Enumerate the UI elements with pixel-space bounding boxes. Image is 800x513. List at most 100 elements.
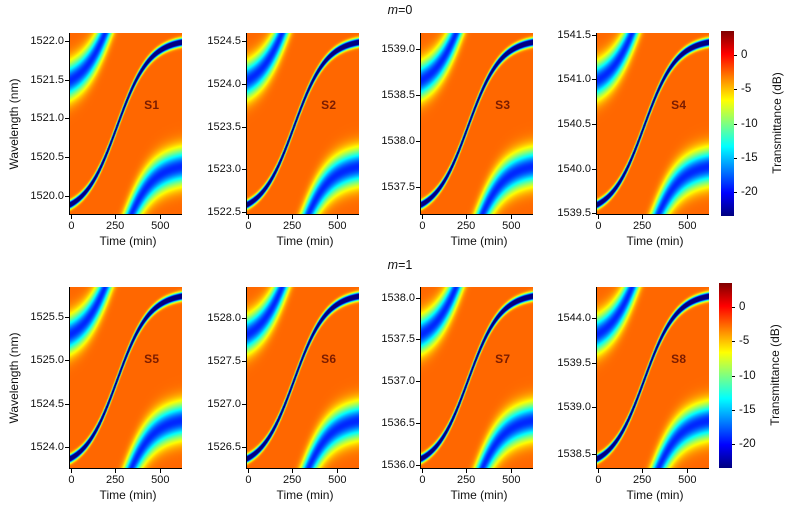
x-axis-label-s8: Time (min) — [626, 488, 684, 502]
heatmap-s7 — [421, 287, 533, 468]
x-tick-label-s3: 500 — [502, 220, 521, 232]
y-tick-mark-s1 — [65, 40, 70, 42]
y-tick-mark-s5 — [65, 316, 70, 318]
heatmap-s8 — [597, 287, 709, 468]
x-tick-mark-s7 — [511, 469, 513, 473]
y-tick-mark-s8 — [592, 454, 597, 456]
y-tick-mark-s8 — [592, 362, 597, 364]
panel-label-s7: S7 — [495, 352, 511, 367]
y-tick-mark-s4 — [592, 213, 597, 215]
y-tick-mark-s8 — [592, 317, 597, 319]
x-tick-label-s4: 0 — [595, 220, 602, 232]
x-tick-mark-s3 — [511, 215, 513, 219]
y-tick-label-s3: 1538.0 — [381, 135, 415, 148]
y-tick-mark-s2 — [242, 83, 247, 85]
colorbar-tick-mark-row1 — [734, 123, 737, 125]
heatmap-s4 — [597, 33, 709, 214]
panel-label-s3: S3 — [495, 98, 511, 113]
colorbar-tick-mark-row1 — [734, 191, 737, 193]
panel-s1 — [69, 33, 182, 215]
y-tick-label-s6: 1528.0 — [207, 311, 241, 324]
y-tick-mark-s8 — [592, 407, 597, 409]
y-tick-mark-s7 — [416, 422, 421, 424]
x-tick-label-s1: 0 — [68, 220, 75, 232]
y-tick-label-s8: 1539.5 — [557, 356, 591, 369]
y-tick-label-s4: 1541.5 — [557, 28, 591, 41]
x-axis-label-s4: Time (min) — [626, 234, 684, 248]
y-tick-label-s4: 1541.0 — [557, 73, 591, 86]
x-tick-label-s4: 250 — [632, 220, 652, 232]
x-tick-label-s2: 500 — [328, 220, 347, 232]
y-tick-label-s2: 1522.5 — [207, 206, 241, 219]
x-axis-label-s2: Time (min) — [276, 234, 334, 248]
colorbar-tick-mark-row2 — [732, 443, 735, 445]
y-tick-mark-s2 — [242, 169, 247, 171]
colorbar-tick-label-row2: -20 — [739, 437, 756, 450]
panel-s8 — [596, 287, 709, 469]
heatmap-s2 — [247, 33, 359, 214]
y-tick-label-s5: 1525.5 — [30, 310, 64, 323]
heatmap-s3 — [421, 33, 533, 214]
x-tick-mark-s1 — [160, 215, 162, 219]
group-title-m1: m=1 — [388, 258, 413, 272]
y-tick-mark-s6 — [242, 404, 247, 406]
colorbar-tick-label-row2: 0 — [739, 301, 746, 314]
x-tick-label-s6: 250 — [282, 474, 302, 486]
y-tick-mark-s1 — [65, 157, 70, 159]
colorbar-tick-label-row1: -10 — [741, 117, 758, 130]
y-tick-mark-s1 — [65, 118, 70, 120]
y-tick-label-s8: 1544.0 — [557, 311, 591, 324]
colorbar-label-row2: Transmittance (dB) — [768, 324, 782, 426]
panel-s4 — [596, 33, 709, 215]
colorbar-tick-mark-row2 — [732, 409, 735, 411]
y-tick-label-s6: 1526.5 — [207, 441, 241, 454]
x-tick-mark-s4 — [687, 215, 689, 219]
y-tick-mark-s3 — [416, 94, 421, 96]
x-tick-label-s6: 0 — [245, 474, 252, 486]
colorbar-tick-mark-row2 — [732, 375, 735, 377]
y-tick-mark-s1 — [65, 196, 70, 198]
x-tick-label-s6: 500 — [328, 474, 347, 486]
y-tick-mark-s4 — [592, 34, 597, 36]
x-tick-mark-s4 — [642, 215, 644, 219]
y-tick-label-s3: 1538.5 — [381, 88, 415, 101]
colorbar-tick-label-row1: -20 — [741, 185, 758, 198]
x-tick-label-s5: 0 — [68, 474, 75, 486]
y-tick-label-s4: 1540.5 — [557, 117, 591, 130]
y-tick-label-s1: 1520.5 — [30, 151, 64, 164]
colorbar-tick-mark-row1 — [734, 89, 737, 91]
x-axis-label-s1: Time (min) — [99, 234, 157, 248]
y-tick-mark-s4 — [592, 123, 597, 125]
y-tick-label-s5: 1524.5 — [30, 397, 64, 410]
heatmap-s6 — [247, 287, 359, 468]
y-tick-label-s2: 1524.5 — [207, 34, 241, 47]
colorbar-tick-label-row2: -5 — [739, 335, 750, 348]
y-tick-mark-s5 — [65, 403, 70, 405]
y-tick-label-s1: 1521.5 — [30, 73, 64, 86]
colorbar-tick-label-row1: -5 — [741, 83, 752, 96]
panel-label-s4: S4 — [671, 98, 687, 113]
x-tick-mark-s7 — [466, 469, 468, 473]
y-tick-mark-s6 — [242, 317, 247, 319]
x-tick-mark-s6 — [337, 469, 339, 473]
y-tick-mark-s1 — [65, 79, 70, 81]
x-tick-label-s5: 250 — [105, 474, 125, 486]
panel-label-s1: S1 — [144, 98, 160, 113]
y-tick-label-s6: 1527.5 — [207, 355, 241, 368]
colorbar-tick-mark-row2 — [732, 341, 735, 343]
y-tick-label-s1: 1520.0 — [30, 190, 64, 203]
x-axis-label-s6: Time (min) — [276, 488, 334, 502]
x-tick-mark-s8 — [598, 469, 600, 473]
y-tick-mark-s3 — [416, 48, 421, 50]
x-tick-mark-s5 — [71, 469, 73, 473]
heatmap-s5 — [70, 287, 182, 468]
x-tick-mark-s5 — [115, 469, 117, 473]
colorbar-tick-label-row2: -15 — [739, 403, 756, 416]
panel-label-s8: S8 — [671, 352, 687, 367]
group-title-m0-variable: m — [387, 3, 399, 17]
y-tick-label-s1: 1521.0 — [30, 112, 64, 125]
x-tick-mark-s2 — [337, 215, 339, 219]
x-axis-label-s7: Time (min) — [450, 488, 508, 502]
colorbar-tick-mark-row1 — [734, 157, 737, 159]
y-tick-label-s3: 1537.5 — [381, 181, 415, 194]
